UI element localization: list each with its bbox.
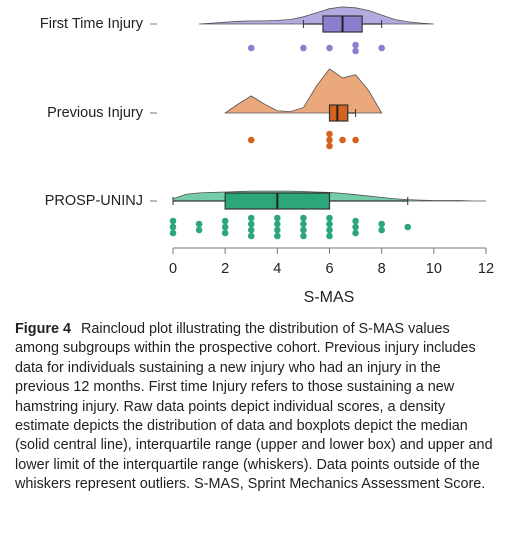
data-point — [221, 229, 229, 237]
data-point — [352, 47, 359, 55]
x-tick-label: 10 — [426, 261, 442, 277]
data-point — [300, 232, 307, 240]
data-point — [326, 130, 333, 138]
caption-text: Raincloud plot illustrating the distribu… — [15, 321, 493, 493]
data-point — [352, 223, 359, 231]
data-point — [169, 223, 177, 231]
data-point — [300, 214, 307, 222]
data-point — [378, 226, 385, 234]
data-point — [378, 44, 385, 52]
data-point — [326, 232, 333, 240]
x-tick-label: 4 — [273, 261, 281, 277]
x-tick-label: 6 — [325, 261, 333, 277]
x-axis-label: S-MAS — [304, 289, 355, 306]
data-point — [404, 223, 412, 231]
data-point — [274, 232, 281, 240]
chart: S-MAS 0 2 4 6 8 10 12 First Time Injury Previous… — [40, 6, 494, 306]
x-tick-label: 12 — [478, 261, 494, 277]
data-point — [221, 217, 229, 225]
data-point — [247, 232, 255, 240]
caption-label: Figure 4 — [15, 321, 71, 337]
data-point — [195, 220, 203, 228]
box — [328, 104, 349, 122]
data-point — [326, 142, 333, 150]
data-point — [247, 226, 255, 234]
data-point — [378, 220, 385, 228]
data-point — [352, 136, 359, 144]
data-point — [326, 220, 333, 228]
data-point — [221, 223, 229, 231]
data-point — [247, 44, 255, 52]
data-point — [169, 217, 177, 225]
x-tick-label: 8 — [378, 261, 386, 277]
data-point — [169, 229, 177, 237]
data-point — [247, 136, 255, 144]
x-tick-label: 2 — [221, 261, 229, 277]
density-cloud — [223, 68, 383, 114]
data-point — [274, 220, 281, 228]
data-point — [326, 214, 333, 222]
x-tick-label: 0 — [169, 261, 177, 277]
data-point — [274, 226, 281, 234]
category-label: First Time Injury — [40, 16, 144, 32]
data-point — [247, 214, 255, 222]
caption: Figure 4 Raincloud plot illustrating the … — [15, 320, 493, 495]
data-point — [326, 226, 333, 234]
density-cloud — [199, 6, 434, 25]
data-point — [247, 220, 255, 228]
data-point — [352, 41, 359, 49]
data-point — [352, 229, 359, 237]
data-point — [274, 214, 281, 222]
category-label: Previous Injury — [47, 105, 144, 121]
data-point — [195, 226, 203, 234]
data-point — [326, 44, 333, 52]
data-point — [339, 136, 346, 144]
data-point — [300, 226, 307, 234]
data-point — [300, 220, 307, 228]
data-point — [326, 136, 333, 144]
data-point — [352, 217, 359, 225]
data-point — [300, 44, 307, 52]
category-label: PROSP-UNINJ — [45, 193, 143, 209]
